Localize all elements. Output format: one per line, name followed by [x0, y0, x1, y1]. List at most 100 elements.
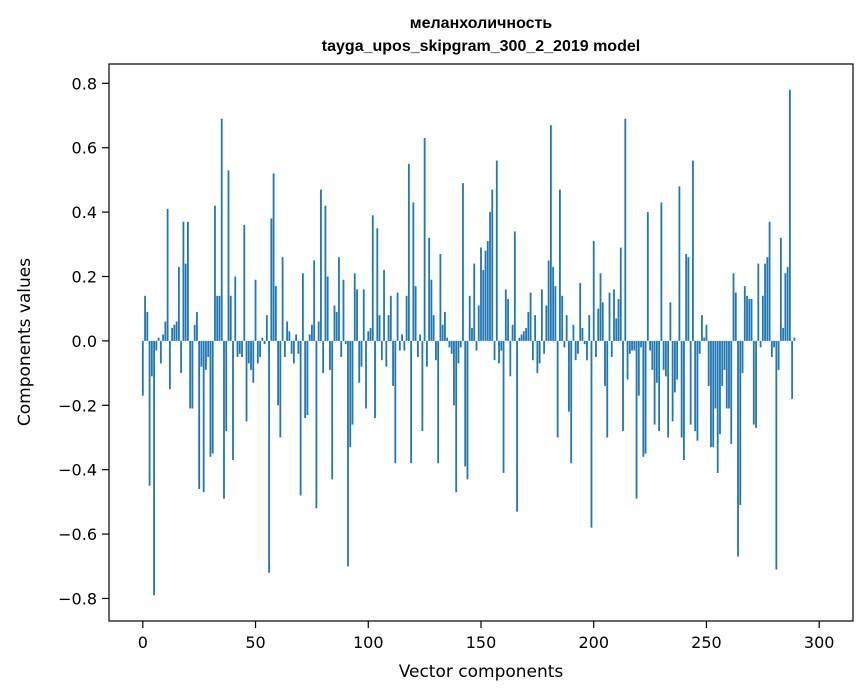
y-axis-label: Components values: [15, 258, 35, 426]
bar-172: [529, 292, 532, 341]
bar-184: [556, 340, 559, 438]
bar-242: [687, 257, 690, 341]
y-tick-label: 0.4: [72, 203, 97, 222]
bar-192: [574, 340, 577, 361]
bar-58: [272, 173, 275, 341]
bar-210: [615, 318, 618, 341]
bar-1: [144, 295, 146, 341]
bar-267: [743, 286, 746, 341]
bar-193: [577, 340, 579, 354]
bar-0: [141, 340, 144, 396]
bar-34: [218, 295, 221, 341]
bar-50: [254, 279, 257, 341]
bar-255: [716, 340, 719, 473]
bar-233: [667, 340, 670, 438]
bar-166: [516, 340, 518, 512]
bar-41: [234, 276, 237, 341]
bar-111: [392, 340, 394, 386]
bar-190: [570, 340, 573, 464]
x-tick-label: 300: [804, 633, 835, 652]
bar-153: [486, 241, 489, 341]
bar-215: [626, 340, 629, 380]
bar-75: [311, 324, 313, 341]
bar-285: [784, 273, 787, 341]
bar-7: [157, 337, 160, 341]
bar-251: [707, 340, 710, 386]
bar-187: [563, 340, 566, 348]
bar-25: [198, 340, 201, 489]
bar-106: [380, 340, 383, 361]
bar-146: [471, 328, 473, 341]
bar-87: [338, 257, 340, 341]
bar-264: [737, 340, 739, 557]
bar-48: [250, 340, 252, 370]
bar-206: [606, 340, 609, 438]
bar-214: [624, 118, 627, 341]
bar-179: [545, 305, 548, 341]
bar-94: [353, 273, 356, 341]
bar-128: [430, 279, 433, 341]
bar-240: [683, 340, 685, 461]
bar-216: [628, 340, 631, 354]
bar-271: [752, 340, 755, 425]
bar-9: [162, 334, 165, 341]
y-tick-label: −0.4: [58, 461, 97, 480]
bar-237: [676, 340, 679, 380]
x-tick-label: 150: [466, 633, 497, 652]
bar-138: [453, 340, 455, 406]
y-tick-label: 0.6: [72, 139, 97, 158]
bar-123: [419, 334, 422, 341]
bar-130: [435, 340, 437, 361]
bar-89: [342, 279, 345, 341]
bar-217: [631, 340, 633, 351]
bar-26: [200, 340, 203, 367]
bar-165: [513, 231, 516, 341]
bar-70: [299, 340, 302, 496]
bar-136: [448, 340, 451, 348]
bar-161: [504, 289, 507, 341]
bar-152: [484, 250, 487, 341]
x-tick-label: 250: [691, 633, 722, 652]
bar-56: [268, 340, 270, 573]
bar-198: [588, 315, 591, 341]
bar-28: [205, 340, 207, 370]
bar-84: [331, 340, 334, 480]
y-tick-label: 0.0: [72, 332, 97, 351]
x-tick-label: 50: [245, 633, 265, 652]
bar-47: [247, 340, 250, 364]
bar-208: [610, 340, 613, 357]
bar-189: [568, 340, 570, 412]
bar-284: [782, 328, 785, 341]
x-tick-label: 100: [353, 633, 384, 652]
bar-139: [455, 340, 458, 493]
bar-274: [759, 340, 762, 348]
bar-265: [739, 340, 742, 506]
bar-140: [457, 340, 460, 364]
bar-155: [491, 189, 494, 341]
bar-273: [757, 263, 760, 341]
bar-20: [187, 221, 189, 341]
bar-144: [466, 340, 469, 480]
y-tick-label: −0.6: [58, 525, 97, 544]
bar-30: [209, 340, 212, 457]
bar-57: [270, 218, 273, 341]
bar-32: [214, 205, 216, 341]
bar-253: [712, 340, 715, 448]
bar-90: [344, 340, 347, 345]
bar-67: [292, 340, 295, 364]
y-tick-label: 0.2: [72, 267, 97, 286]
bar-250: [705, 324, 708, 341]
bar-4: [150, 340, 153, 377]
bar-83: [329, 340, 331, 370]
bar-35: [220, 118, 223, 341]
bar-78: [317, 321, 320, 341]
bar-126: [425, 340, 428, 367]
bar-37: [225, 340, 228, 432]
bar-21: [189, 340, 192, 409]
bar-246: [696, 340, 699, 441]
bar-276: [764, 263, 766, 341]
bar-100: [367, 331, 370, 341]
bar-107: [383, 270, 385, 341]
bars-group: [141, 89, 796, 596]
